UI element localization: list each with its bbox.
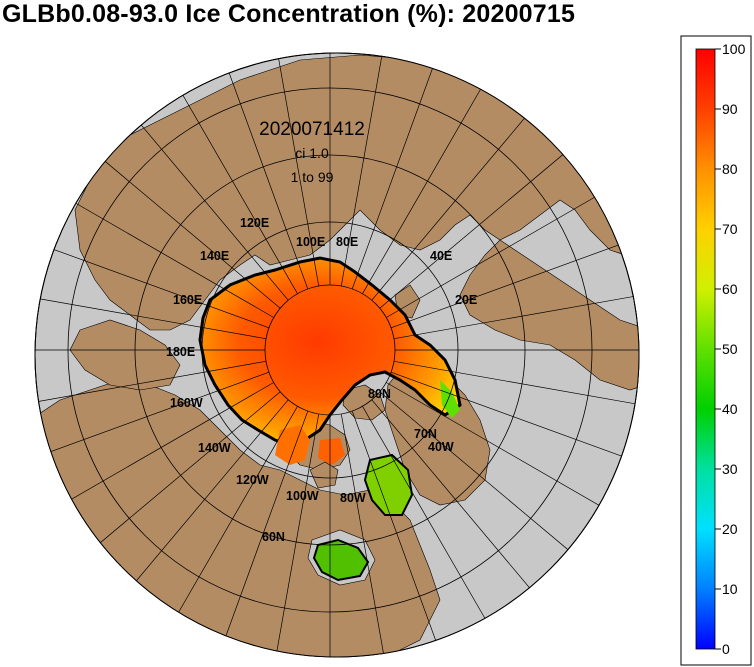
colorbar-tick-label: 60 xyxy=(722,281,738,297)
lon-label: 80W xyxy=(340,491,366,505)
alaska-land xyxy=(69,319,181,391)
colorbar-gradient xyxy=(695,48,716,650)
colorbar-tick-label: 10 xyxy=(722,581,738,597)
meridian-line xyxy=(84,391,281,556)
meridian-line xyxy=(220,410,309,651)
colorbar-tick-label: 40 xyxy=(722,401,738,417)
lat-label: 80N xyxy=(368,387,391,401)
meridian-line xyxy=(35,371,270,460)
meridian-line xyxy=(35,294,267,340)
meridian-line xyxy=(351,410,440,651)
lon-label: 160W xyxy=(170,396,203,410)
meridian-line xyxy=(340,413,386,657)
meridian-line xyxy=(340,53,386,287)
colorbar-tick-label: 50 xyxy=(722,341,738,357)
colorbar-tick-label: 20 xyxy=(722,521,738,537)
meridian-line xyxy=(52,382,274,511)
meridians xyxy=(35,53,639,657)
meridian-line xyxy=(393,294,639,340)
meridian-line xyxy=(84,144,281,309)
meridian-line xyxy=(390,240,631,329)
map-title: GLBb0.08-93.0 Ice Concentration (%): 202… xyxy=(2,0,576,28)
meridian-line xyxy=(35,240,270,329)
longitude-labels: 120E 100E 80E 140E 40E 160E 20E 180E 160… xyxy=(166,216,477,505)
lon-label: 140E xyxy=(200,249,229,263)
meridian-line xyxy=(379,144,576,309)
sea-ice xyxy=(198,256,462,582)
scandinavia-land xyxy=(459,239,639,391)
meridian-line xyxy=(379,391,576,556)
lon-label: 20E xyxy=(455,293,477,307)
meridian-line xyxy=(52,189,274,318)
meridian-line xyxy=(35,360,267,406)
meridian-line xyxy=(351,53,440,290)
meridian-line xyxy=(362,406,491,628)
latitude-labels: 80N 70N 60N xyxy=(262,387,437,544)
lon-label: 140W xyxy=(198,441,231,455)
baffin-bay-ice xyxy=(363,453,414,516)
colorbar-tick-label: 100 xyxy=(722,41,746,57)
meridian-line xyxy=(386,382,608,511)
lon-label: 100W xyxy=(286,489,319,503)
lon-label: 80E xyxy=(336,235,358,249)
hudson-bay-ice xyxy=(312,538,370,582)
sea-ice-main xyxy=(198,256,462,447)
lon-label: 40W xyxy=(428,440,454,454)
ci-label: ci 1.0 xyxy=(295,145,329,161)
colorbar-tick-label: 90 xyxy=(722,101,738,117)
meridian-line xyxy=(169,406,298,628)
lon-label: 100E xyxy=(296,235,325,249)
meridian-line xyxy=(169,72,298,294)
lat-label: 60N xyxy=(262,530,285,544)
colorbar-tick-label: 80 xyxy=(722,161,738,177)
colorbar-tick-label: 70 xyxy=(722,221,738,237)
meridian-line xyxy=(124,399,289,596)
lon-label: 180E xyxy=(166,345,195,359)
meridian-line xyxy=(274,53,320,287)
lon-label: 120E xyxy=(240,216,269,230)
datetime-label: 2020071412 xyxy=(259,119,365,140)
meridian-line xyxy=(220,53,309,290)
lon-label: 160E xyxy=(173,293,202,307)
lon-label: 40E xyxy=(430,249,452,263)
meridian-line xyxy=(124,104,289,301)
meridian-line xyxy=(362,72,491,294)
meridian-line xyxy=(274,413,320,657)
meridian-line xyxy=(393,360,639,406)
meridian-line xyxy=(390,371,631,460)
colorbar-tick-label: 0 xyxy=(722,641,730,657)
meridian-line xyxy=(386,189,608,318)
colorbar-frame xyxy=(680,35,752,666)
range-label: 1 to 99 xyxy=(291,169,334,185)
meridian-line xyxy=(371,104,536,301)
meridian-line xyxy=(371,399,536,596)
lat-label: 70N xyxy=(414,427,437,441)
lon-label: 120W xyxy=(236,473,269,487)
map-border xyxy=(34,52,640,658)
colorbar-tick-label: 30 xyxy=(722,461,738,477)
